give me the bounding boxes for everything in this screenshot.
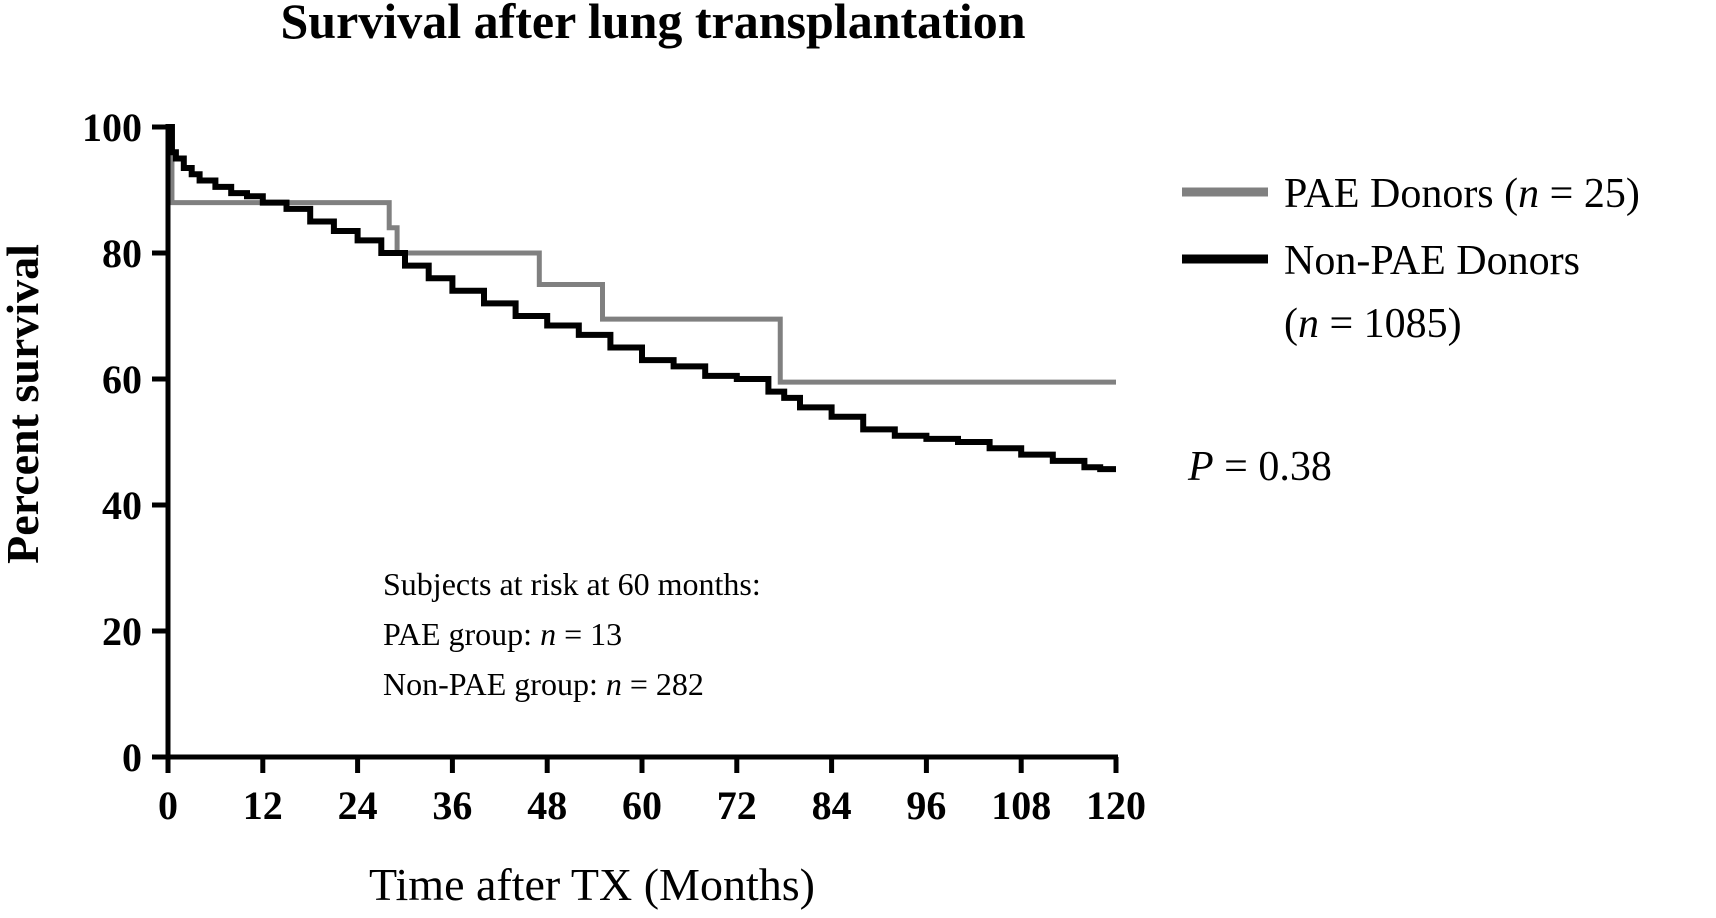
legend-pae-n: n <box>1518 171 1539 217</box>
x-tick-label: 96 <box>906 783 946 828</box>
x-tick-label: 72 <box>717 783 757 828</box>
risk-note-pae: PAE group: n = 13 <box>383 616 622 652</box>
p-value: = 0.38 <box>1214 444 1332 490</box>
y-tick-label: 100 <box>82 105 142 150</box>
legend: PAE Donors (n = 25) Non-PAE Donors (n = … <box>1182 171 1640 347</box>
p-label: P <box>1187 444 1214 490</box>
tick-labels: 0 20 40 60 80 100 0 12 24 36 48 60 72 84 96 108 120 <box>82 105 1146 828</box>
y-tick-label: 60 <box>102 357 142 402</box>
series-line-nonpae <box>168 124 1116 473</box>
chart-title: Survival after lung transplantation <box>281 0 1026 49</box>
y-tick-label: 40 <box>102 483 142 528</box>
risk-pae-value: = 13 <box>556 616 622 652</box>
legend-nonpae-prefix: ( <box>1284 301 1298 347</box>
legend-label-nonpae-line2: (n = 1085) <box>1284 301 1462 347</box>
risk-pae-prefix: PAE group: <box>383 616 540 652</box>
risk-note: Subjects at risk at 60 months: PAE group… <box>383 566 761 702</box>
y-tick-label: 80 <box>102 231 142 276</box>
x-tick-label: 84 <box>812 783 852 828</box>
legend-nonpae-suffix: = 1085) <box>1319 301 1462 347</box>
risk-note-title: Subjects at risk at 60 months: <box>383 566 761 602</box>
series-line-pae <box>168 124 1116 385</box>
y-tick-label: 20 <box>102 609 142 654</box>
x-tick-label: 108 <box>991 783 1051 828</box>
x-tick-label: 24 <box>338 783 378 828</box>
x-tick-label: 12 <box>243 783 283 828</box>
x-tick-label: 120 <box>1086 783 1146 828</box>
x-axis-label: Time after TX (Months) <box>369 859 815 910</box>
x-tick-label: 0 <box>158 783 178 828</box>
legend-label-nonpae-line1: Non-PAE Donors <box>1284 238 1580 284</box>
legend-nonpae-n: n <box>1298 301 1319 347</box>
risk-pae-n: n <box>540 616 556 652</box>
risk-note-nonpae: Non-PAE group: n = 282 <box>383 666 704 702</box>
x-tick-label: 48 <box>527 783 567 828</box>
x-tick-label: 60 <box>622 783 662 828</box>
legend-pae-prefix: PAE Donors ( <box>1284 171 1518 217</box>
y-tick-label: 0 <box>122 735 142 780</box>
plot-series <box>168 124 1116 473</box>
x-tick-label: 36 <box>432 783 472 828</box>
risk-nonpae-value: = 282 <box>622 666 704 702</box>
tick-marks <box>152 124 1119 773</box>
risk-nonpae-prefix: Non-PAE group: <box>383 666 606 702</box>
legend-pae-suffix: = 25) <box>1539 171 1640 217</box>
legend-label-pae: PAE Donors (n = 25) <box>1284 171 1640 217</box>
risk-nonpae-n: n <box>606 666 622 702</box>
p-value-annotation: P = 0.38 <box>1187 444 1332 490</box>
y-axis-label: Percent survival <box>0 244 48 564</box>
